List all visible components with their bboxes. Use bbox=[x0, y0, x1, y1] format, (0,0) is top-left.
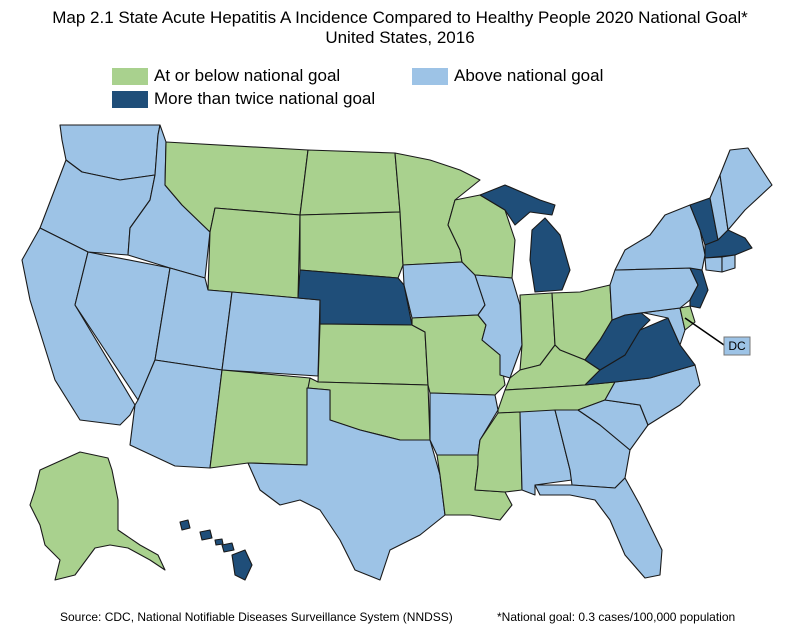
state-il[interactable] bbox=[474, 274, 523, 379]
state-ri[interactable] bbox=[721, 254, 736, 273]
dc-leader-line bbox=[684, 317, 725, 346]
state-co[interactable] bbox=[221, 291, 321, 377]
state-wy[interactable] bbox=[207, 207, 301, 299]
footer-source: Source: CDC, National Notifiable Disease… bbox=[60, 610, 453, 624]
state-me[interactable] bbox=[719, 147, 773, 231]
state-de[interactable] bbox=[679, 305, 696, 331]
state-nj[interactable] bbox=[689, 267, 709, 309]
state-tx[interactable] bbox=[247, 387, 446, 581]
state-mi[interactable] bbox=[479, 184, 571, 293]
footer-note: *National goal: 0.3 cases/100,000 popula… bbox=[497, 610, 736, 624]
state-wi[interactable] bbox=[447, 194, 516, 279]
dc-label: DC bbox=[728, 339, 746, 353]
legend-item-green: At or below national goal bbox=[112, 66, 340, 86]
state-ct[interactable] bbox=[704, 256, 723, 273]
state-ak[interactable] bbox=[29, 451, 166, 581]
state-nd[interactable] bbox=[299, 149, 401, 216]
state-nm[interactable] bbox=[209, 369, 311, 469]
dc-box[interactable] bbox=[723, 336, 751, 356]
legend-swatch-dark bbox=[112, 90, 148, 108]
state-sd[interactable] bbox=[299, 211, 404, 279]
state-hi[interactable] bbox=[179, 519, 253, 581]
map-title-line2: United States, 2016 bbox=[325, 28, 475, 47]
state-fl[interactable] bbox=[534, 477, 663, 579]
legend-label-light: Above national goal bbox=[454, 66, 604, 85]
state-ny[interactable] bbox=[614, 204, 706, 271]
state-ms[interactable] bbox=[474, 411, 523, 493]
legend-item-light: Above national goal bbox=[412, 66, 603, 86]
map-title-line1: Map 2.1 State Acute Hepatitis A Incidenc… bbox=[52, 8, 748, 27]
state-ks[interactable] bbox=[317, 323, 429, 386]
legend-label-dark: More than twice national goal bbox=[154, 89, 376, 108]
legend-item-dark: More than twice national goal bbox=[112, 89, 375, 109]
legend-swatch-green bbox=[112, 67, 148, 85]
legend-label-green: At or below national goal bbox=[154, 66, 341, 85]
legend-swatch-light bbox=[412, 67, 448, 85]
